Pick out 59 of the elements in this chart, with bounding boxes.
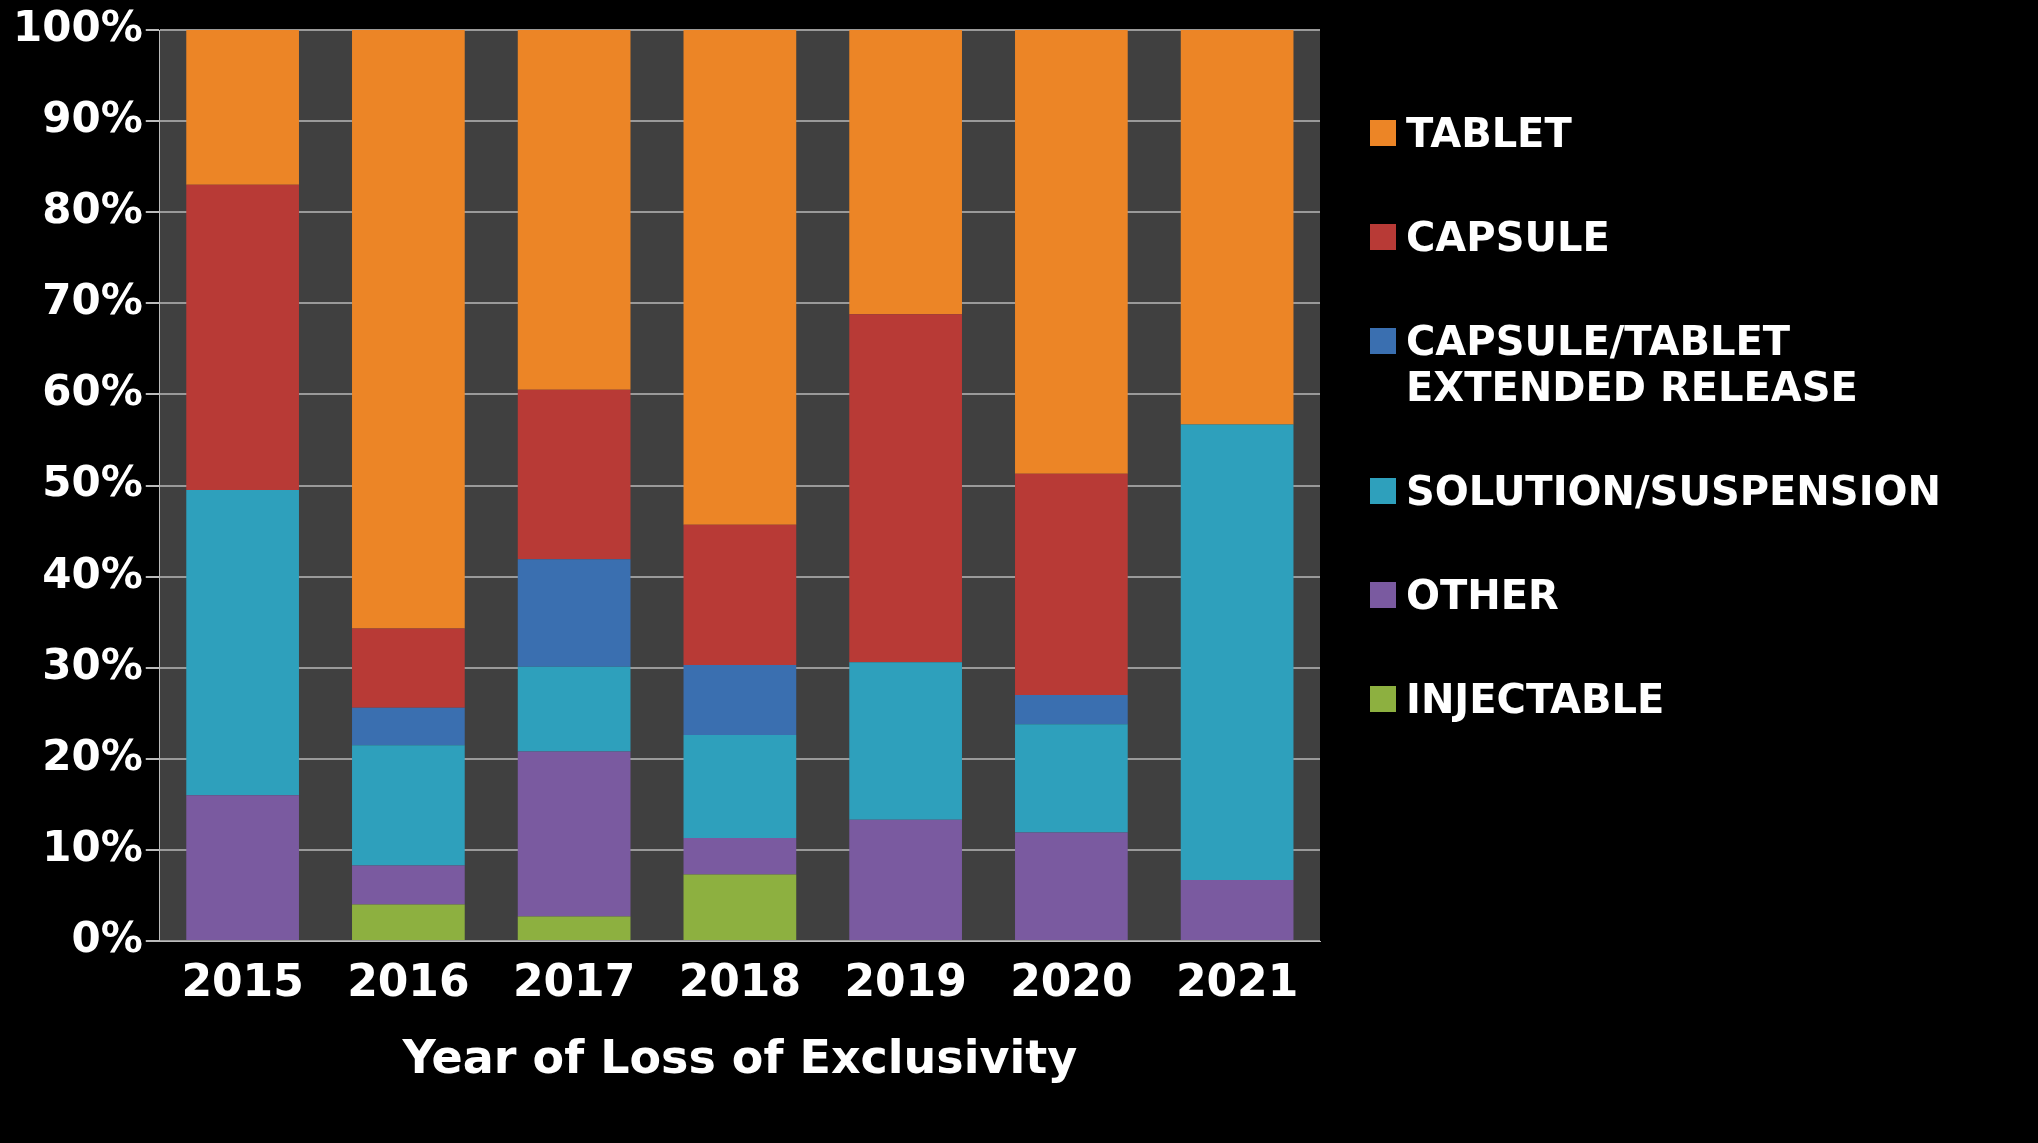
legend-label: CAPSULE: [1406, 214, 1610, 260]
y-tick-label: 30%: [42, 639, 143, 689]
x-tick-label: 2020: [1010, 954, 1133, 1006]
y-tick-label: 60%: [42, 366, 143, 416]
bar: [1015, 473, 1128, 696]
bar: [352, 707, 465, 746]
legend-label: TABLET: [1406, 110, 1572, 156]
y-tick-label: 50%: [42, 457, 143, 507]
bar: [849, 314, 962, 663]
y-tick-label: 100%: [12, 1, 143, 51]
bar: [352, 865, 465, 905]
legend-label: INJECTABLE: [1406, 676, 1665, 722]
bar: [683, 874, 797, 940]
bar: [1015, 724, 1128, 833]
bar: [1180, 30, 1294, 425]
bar: [517, 30, 631, 390]
bar: [352, 745, 465, 866]
legend-label: CAPSULE/TABLET EXTENDED RELEASE: [1406, 318, 1859, 410]
y-tick-label: 0%: [71, 912, 143, 962]
bar: [352, 628, 465, 708]
y-tick-label: 40%: [42, 548, 143, 598]
bar: [1015, 832, 1128, 940]
bar: [517, 916, 631, 940]
bar: [849, 662, 962, 820]
y-tick-label: 20%: [42, 730, 143, 780]
bar: [517, 389, 631, 560]
y-tick-label: 80%: [42, 184, 143, 234]
x-tick-label: 2015: [181, 954, 304, 1006]
x-tick-label: 2018: [678, 954, 802, 1006]
bar: [683, 664, 797, 736]
bar: [517, 666, 631, 752]
bar: [849, 819, 962, 940]
bar: [186, 795, 299, 940]
bar: [1180, 424, 1294, 880]
y-tick-label: 90%: [42, 93, 143, 143]
x-tick-label: 2016: [347, 954, 470, 1006]
y-tick-label: 10%: [42, 821, 143, 871]
bar: [1180, 879, 1294, 940]
bar: [186, 184, 299, 491]
bar: [352, 904, 465, 940]
bar: [517, 751, 631, 917]
bar: [683, 524, 797, 665]
x-axis-title: Year of Loss of Exclusivity: [401, 1030, 1078, 1085]
x-tick-label: 2021: [1175, 954, 1299, 1006]
y-tick-label: 70%: [42, 275, 143, 325]
bar: [186, 30, 299, 185]
bar: [849, 30, 962, 315]
x-tick-label: 2017: [512, 954, 636, 1006]
bar: [1015, 30, 1128, 474]
bar: [517, 559, 631, 667]
bar: [683, 30, 797, 525]
x-tick-label: 2019: [844, 954, 967, 1006]
bar: [683, 838, 797, 875]
bar: [352, 30, 465, 629]
legend-label: OTHER: [1406, 572, 1559, 618]
legend-label: SOLUTION/SUSPENSION: [1406, 468, 1941, 514]
bar: [1015, 695, 1128, 725]
bar: [683, 735, 797, 839]
bar: [186, 490, 299, 796]
